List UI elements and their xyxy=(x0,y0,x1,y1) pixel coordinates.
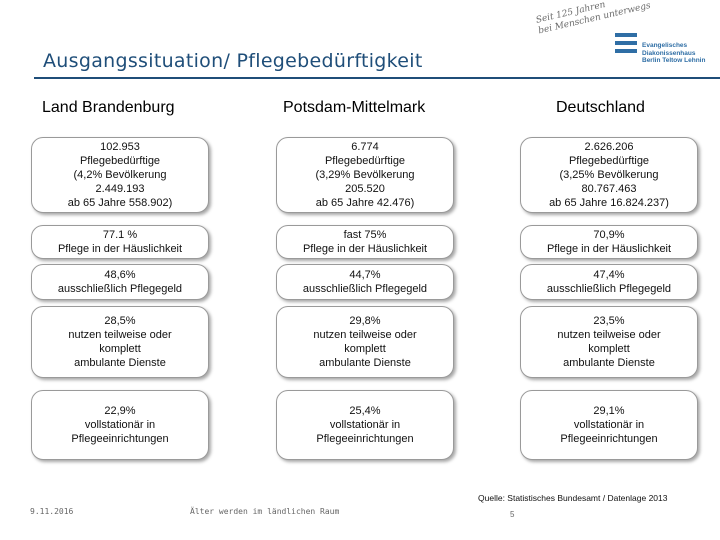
stat-text-line: nutzen teilweise oder xyxy=(68,329,172,341)
stat-text-line: komplett xyxy=(588,343,630,355)
stat-text-line: Pflege in der Häuslichkeit xyxy=(546,243,672,255)
stat-text-line: Pflege in der Häuslichkeit xyxy=(57,243,183,255)
stat-text-line: Pflegebedürftige xyxy=(324,155,406,167)
stat-box: 44,7% ausschließlich Pflegegeld xyxy=(276,264,454,300)
page-number: 5 xyxy=(510,510,515,519)
stat-text-line: ab 65 Jahre 42.476) xyxy=(315,197,415,209)
stat-box: 2.626.206 Pflegebedürftige (3,25% Bevölker… xyxy=(520,137,698,213)
stat-value: 47,4% xyxy=(593,269,625,281)
footer-topic: Älter werden im ländlichen Raum xyxy=(190,507,340,516)
stat-text-line: ambulante Dienste xyxy=(74,357,166,369)
stat-text-line: 2.449.193 xyxy=(95,183,145,195)
stat-text-line: ausschließlich Pflegegeld xyxy=(546,283,672,295)
stat-value: 102.953 xyxy=(100,141,140,153)
stat-box: 29,1% vollstationär in Pflegeeinrichtungen xyxy=(520,390,698,460)
stat-box: 47,4% ausschließlich Pflegegeld xyxy=(520,264,698,300)
title-rule xyxy=(34,77,720,79)
stat-box: 25,4% vollstationär in Pflegeeinrichtungen xyxy=(276,390,454,460)
stat-value: 77.1 % xyxy=(102,229,138,241)
column-heading: Deutschland xyxy=(556,99,645,116)
stat-value: 29,8% xyxy=(349,315,381,327)
stat-text-line: Pflegeeinrichtungen xyxy=(316,433,414,445)
stat-value: 44,7% xyxy=(349,269,381,281)
stat-value: 48,6% xyxy=(104,269,136,281)
stat-value: 70,9% xyxy=(593,229,625,241)
logo-organization-name: Evangelisches Diakonissenhaus Berlin Tel… xyxy=(642,42,706,64)
stat-text-line: Pflegebedürftige xyxy=(568,155,650,167)
column-heading: Land Brandenburg xyxy=(42,99,175,116)
stat-box: 48,6% ausschließlich Pflegegeld xyxy=(31,264,209,300)
stat-value: 6.774 xyxy=(351,141,379,153)
stat-value: 28,5% xyxy=(104,315,136,327)
stat-text-line: 205.520 xyxy=(345,183,385,195)
stat-box: fast 75% Pflege in der Häuslichkeit xyxy=(276,225,454,259)
stat-text-line: vollstationär in xyxy=(573,419,645,431)
stat-box: 29,8% nutzen teilweise oder komplett ambula… xyxy=(276,306,454,378)
stat-text-line: 80.767.463 xyxy=(581,183,637,195)
stat-text-line: ab 65 Jahre 16.824.237) xyxy=(549,197,669,209)
stat-box: 28,5% nutzen teilweise oder komplett ambula… xyxy=(31,306,209,378)
stat-box: 102.953 Pflegebedürftige (4,2% Bevölkerung… xyxy=(31,137,209,213)
stat-text-line: vollstationär in xyxy=(329,419,401,431)
footer-date: 9.11.2016 xyxy=(30,507,74,516)
stat-box: 6.774 Pflegebedürftige (3,29% Bevölkerung 2… xyxy=(276,137,454,213)
stat-value: 2.626.206 xyxy=(584,141,634,153)
page-title: Ausgangssituation/ Pflegebedürftigkeit xyxy=(43,50,423,72)
stat-text-line: (3,29% Bevölkerung xyxy=(315,169,415,181)
stat-box: 77.1 % Pflege in der Häuslichkeit xyxy=(31,225,209,259)
stat-text-line: komplett xyxy=(99,343,141,355)
stat-text-line: Pflegeeinrichtungen xyxy=(71,433,169,445)
source-note: Quelle: Statistisches Bundesamt / Datenl… xyxy=(478,493,668,503)
stat-text-line: nutzen teilweise oder xyxy=(557,329,661,341)
stat-box: 70,9% Pflege in der Häuslichkeit xyxy=(520,225,698,259)
stat-box: 23,5% nutzen teilweise oder komplett ambula… xyxy=(520,306,698,378)
stat-text-line: ausschließlich Pflegegeld xyxy=(302,283,428,295)
stat-text-line: Pflege in der Häuslichkeit xyxy=(302,243,428,255)
stat-value: 22,9% xyxy=(104,405,136,417)
stat-text-line: (3,25% Bevölkerung xyxy=(559,169,659,181)
stat-text-line: vollstationär in xyxy=(84,419,156,431)
stat-text-line: ambulante Dienste xyxy=(319,357,411,369)
stat-text-line: Pflegebedürftige xyxy=(79,155,161,167)
stat-text-line: Pflegeeinrichtungen xyxy=(560,433,658,445)
stat-value: 29,1% xyxy=(593,405,625,417)
stat-text-line: komplett xyxy=(344,343,386,355)
stat-text-line: ambulante Dienste xyxy=(563,357,655,369)
stat-text-line: ausschließlich Pflegegeld xyxy=(57,283,183,295)
organization-logo: Seit 125 Jahren bei Menschen unterwegs E… xyxy=(535,0,705,70)
stat-text-line: nutzen teilweise oder xyxy=(313,329,417,341)
stat-text-line: (4,2% Bevölkerung xyxy=(73,169,167,181)
stat-box: 22,9% vollstationär in Pflegeeinrichtungen xyxy=(31,390,209,460)
column-heading: Potsdam-Mittelmark xyxy=(283,99,426,116)
stat-value: 23,5% xyxy=(593,315,625,327)
stat-text-line: ab 65 Jahre 558.902) xyxy=(67,197,173,209)
stat-value: 25,4% xyxy=(349,405,381,417)
stat-value: fast 75% xyxy=(343,229,387,241)
logo-mark-icon xyxy=(615,33,637,53)
